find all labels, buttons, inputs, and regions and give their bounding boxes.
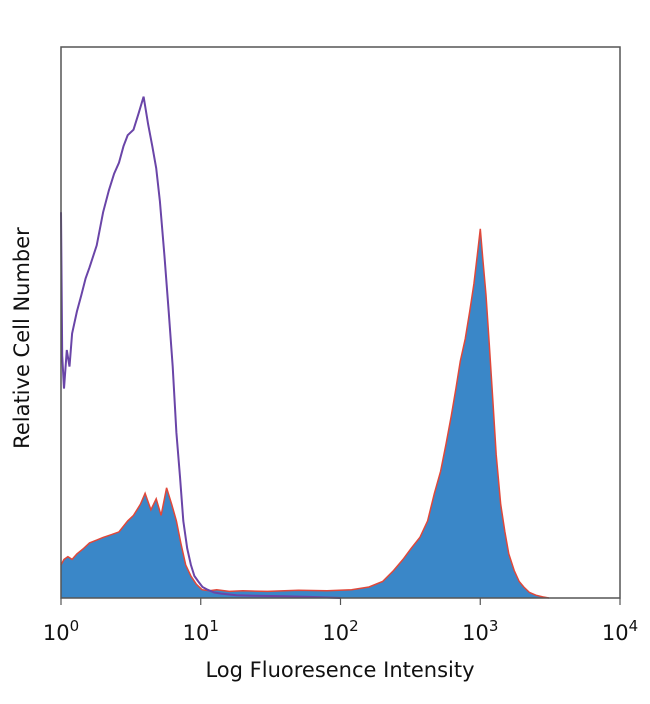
- series-0-fill: [61, 228, 549, 599]
- x-tick-label: 102: [322, 617, 358, 645]
- x-tick-label: 103: [462, 617, 498, 645]
- x-tick-label: 104: [602, 617, 638, 645]
- series-0-outline: [60, 228, 550, 599]
- series-1-line: [60, 96, 341, 599]
- x-tick-label: 101: [183, 617, 219, 645]
- x-axis-ticks: 100 101 102 103 104: [43, 598, 638, 645]
- y-axis-label: Relative Cell Number: [10, 227, 34, 449]
- x-tick-label: 100: [43, 617, 79, 645]
- plot-area: [60, 96, 550, 599]
- x-axis-label: Log Fluoresence Intensity: [205, 658, 474, 682]
